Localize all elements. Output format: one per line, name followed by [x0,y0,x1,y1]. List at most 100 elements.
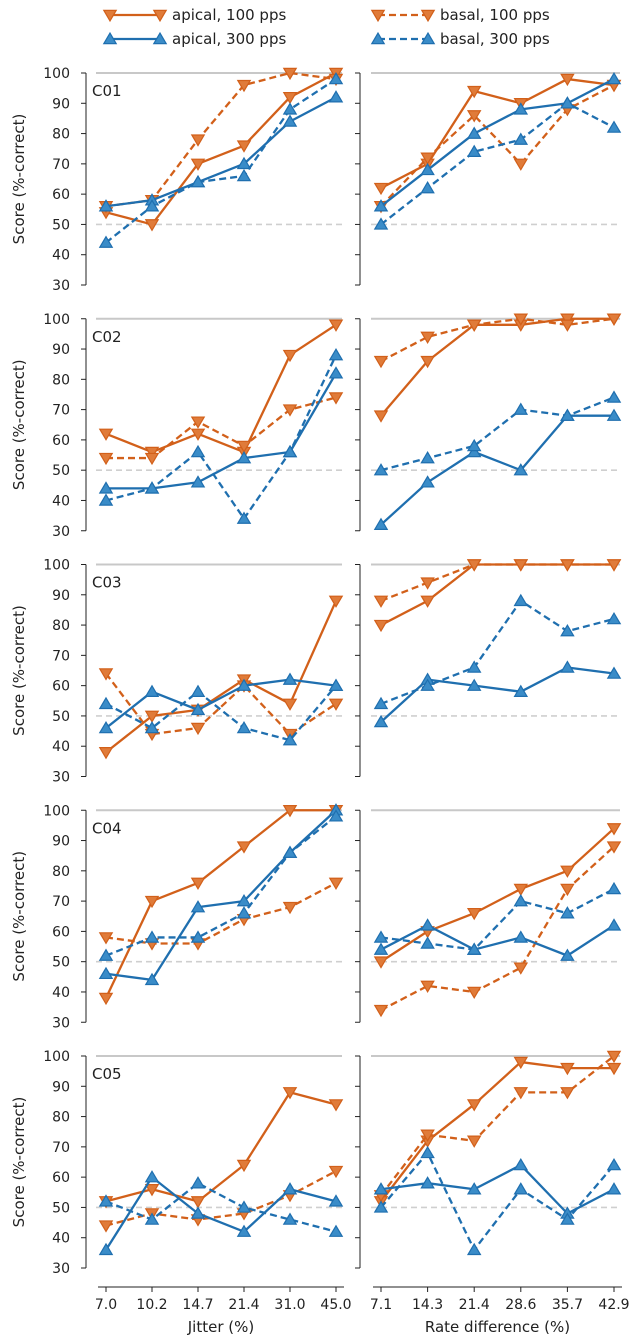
data-point [513,313,529,326]
data-point [606,120,622,133]
data-point [420,1176,435,1189]
data-point [190,416,206,429]
legend-marker [370,9,386,23]
data-point [606,1050,622,1064]
series-line [380,1151,615,1251]
x-tick-label: 7.0 [95,1297,117,1313]
data-point [144,1212,160,1225]
data-point [513,684,529,697]
data-point [560,660,575,673]
data-point [513,559,529,572]
y-tick-label: 60 [52,924,70,940]
series-line [380,77,615,190]
y-tick-label: 30 [52,1261,70,1277]
data-point [560,948,575,961]
data-point [144,452,160,466]
data-point [190,174,206,188]
y-tick-label: 50 [52,709,70,725]
data-point [466,110,482,123]
data-point [373,1182,389,1195]
data-point [606,408,622,421]
data-point [466,1182,482,1195]
data-point [606,1062,622,1076]
data-point [282,114,298,127]
panel-c02-rate [355,313,622,532]
legend-marker [370,31,386,45]
panel-c05-jitter: 30 40 50 60 70 80 90 100 C05 7.0 10.2 14.7 21.4 31.0 4… [43,1049,351,1336]
y-axis-label: Score (%-correct) [10,1097,28,1228]
data-point [373,942,389,955]
data-point [420,450,435,464]
x-tick-label: 7.1 [370,1297,392,1313]
data-point [466,986,482,1000]
series-line [105,881,337,945]
data-point [236,1200,252,1213]
data-point [373,410,389,423]
data-point [373,217,389,230]
data-point [328,366,344,379]
y-tick-label: 70 [52,648,70,664]
data-point [190,684,206,697]
data-point [606,611,622,625]
legend-marker [152,9,168,23]
legend-label: apical, 100 pps [172,6,286,24]
data-point [236,168,252,182]
data-point [560,624,575,637]
y-tick-label: 50 [52,955,70,971]
series-basal_300 [373,593,622,710]
data-point [513,1157,529,1171]
data-point [328,595,344,608]
series-basal_300 [98,71,344,248]
series-line [105,354,338,520]
series-line [380,317,615,363]
x-tick-label: 14.3 [412,1297,443,1313]
data-point [236,1159,252,1173]
legend-marker [102,9,118,23]
data-point [373,696,389,710]
data-point [466,319,482,332]
data-point [282,102,298,115]
data-point [466,438,482,452]
data-point [606,881,622,895]
data-point [190,877,206,891]
data-point [236,720,252,734]
x-axis-label: Jitter (%) [187,1318,254,1336]
data-point [236,678,252,691]
data-point [190,930,206,943]
y-tick-label: 100 [43,66,70,82]
panel-label: C02 [92,328,122,346]
series-line [380,102,615,226]
series-line [105,1175,337,1251]
series-line [380,563,614,602]
data-point [236,140,252,153]
y-tick-label: 100 [43,312,70,328]
series-line [105,78,337,244]
data-point [328,698,344,711]
y-tick-label: 30 [52,1015,70,1031]
data-point [513,132,529,145]
data-point [328,1165,344,1179]
data-point [98,481,114,494]
data-point [606,313,622,326]
data-point [560,408,575,421]
data-point [236,79,252,93]
legend-marker [152,31,168,45]
data-point [466,942,482,955]
data-point [144,199,160,212]
series-basal_100 [373,841,622,1018]
data-point [560,906,575,919]
series-line [105,1170,337,1227]
series-line [380,845,615,1012]
series-apical_300 [98,1170,344,1256]
y-tick-label: 80 [52,127,70,143]
legend-label: apical, 300 pps [172,30,286,48]
series-line [380,414,614,526]
data-point [420,980,435,993]
panel-c03-jitter: 30 40 50 60 70 80 90 100 C03 [43,558,344,786]
data-point [420,331,435,344]
x-tick-label: 14.7 [182,1297,213,1313]
data-point [466,1242,482,1256]
series-line [380,599,615,705]
data-point [606,823,622,836]
